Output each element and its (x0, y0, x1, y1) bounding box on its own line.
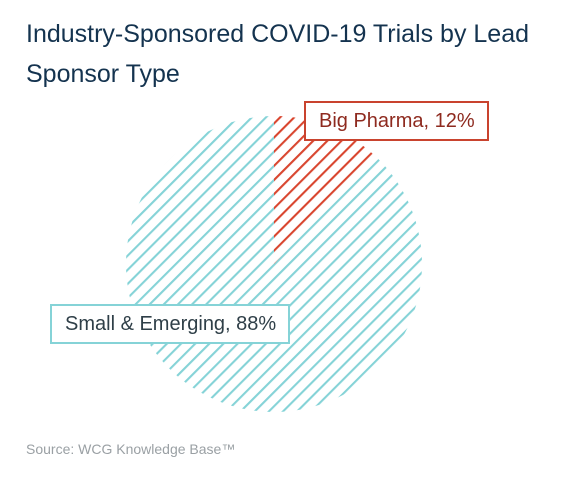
pie-slice-big-pharma (274, 116, 376, 264)
source-note: Source: WCG Knowledge Base™ (26, 441, 236, 457)
pie-slice-small-emerging (125, 116, 422, 412)
slice-label-small-emerging: Small & Emerging, 88% (50, 304, 291, 344)
chart-title: Industry-Sponsored COVID-19 Trials by Le… (26, 20, 530, 88)
slice-label-big-pharma: Big Pharma, 12% (304, 101, 489, 141)
